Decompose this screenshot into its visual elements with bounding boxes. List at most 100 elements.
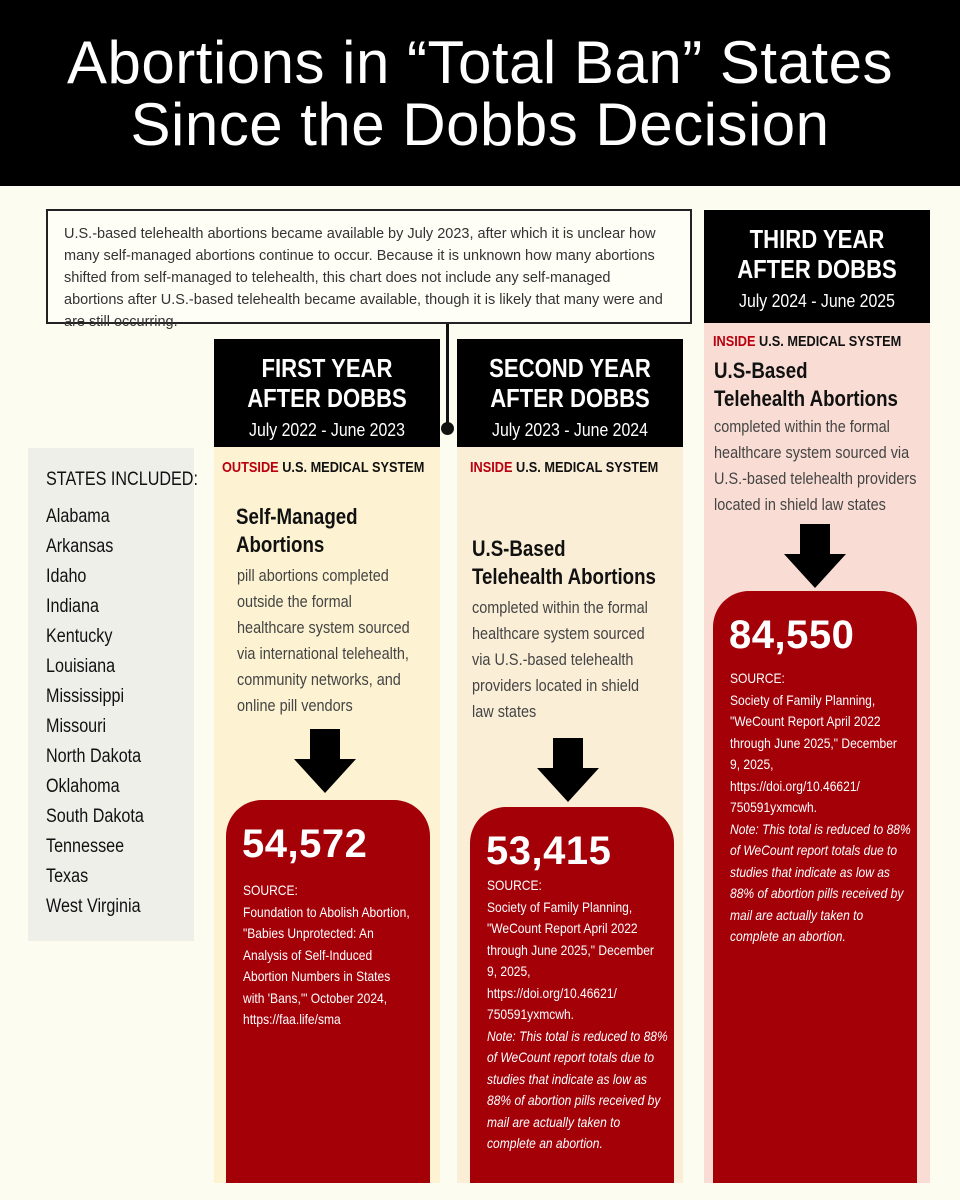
down-arrow-icon bbox=[784, 524, 846, 588]
category-title-line-2: Telehealth Abortions bbox=[714, 386, 898, 411]
note-line: 88% of abortion pills received by bbox=[730, 885, 904, 901]
source-label: SOURCE: bbox=[487, 877, 542, 893]
category-title-line-1: Self-Managed bbox=[236, 504, 358, 529]
system-highlight: INSIDE bbox=[470, 459, 513, 476]
year-title-line-2: AFTER DOBBS bbox=[490, 383, 650, 413]
year-title-line-1: FIRST YEAR bbox=[261, 353, 393, 383]
year-header: FIRST YEAR AFTER DOBBS July 2022 - June … bbox=[214, 339, 440, 447]
year-header: SECOND YEAR AFTER DOBBS July 2023 - June… bbox=[457, 339, 683, 447]
source-line: https://doi.org/10.46621/ bbox=[487, 984, 617, 1001]
system-rest: U.S. MEDICAL SYSTEM bbox=[278, 459, 425, 476]
desc-line: located in shield law states bbox=[714, 495, 886, 514]
category-title: U.S-Based Telehealth Abortions bbox=[714, 357, 898, 413]
total-box: 84,550 SOURCE: Society of Family Plannin… bbox=[713, 591, 917, 1183]
system-highlight: INSIDE bbox=[713, 333, 756, 350]
source-line: Society of Family Planning, bbox=[730, 691, 876, 708]
state-item: South Dakota bbox=[46, 806, 144, 827]
system-highlight: OUTSIDE bbox=[222, 459, 279, 476]
year-title-line-1: THIRD YEAR bbox=[749, 224, 885, 254]
state-item: North Dakota bbox=[46, 746, 142, 767]
note-line: studies that indicate as low as bbox=[730, 863, 890, 880]
connector-line bbox=[446, 324, 449, 428]
year-range: July 2024 - June 2025 bbox=[739, 291, 895, 311]
system-label: INSIDE U.S. MEDICAL SYSTEM bbox=[470, 459, 658, 477]
source-line: Society of Family Planning, bbox=[487, 898, 633, 915]
total-box: 53,415 SOURCE: Society of Family Plannin… bbox=[470, 807, 674, 1183]
system-label: INSIDE U.S. MEDICAL SYSTEM bbox=[713, 333, 901, 351]
source-line: 9, 2025, bbox=[487, 963, 531, 979]
category-title-line-2: Telehealth Abortions bbox=[472, 564, 656, 589]
source-line: "WeCount Report April 2022 bbox=[730, 713, 881, 729]
total-number: 54,572 bbox=[242, 822, 368, 866]
system-rest: U.S. MEDICAL SYSTEM bbox=[512, 459, 659, 476]
state-item: Alabama bbox=[46, 506, 110, 527]
total-number: 84,550 bbox=[729, 613, 855, 657]
note-line: complete an abortion. bbox=[487, 1135, 603, 1151]
desc-line: completed within the formal bbox=[472, 598, 648, 617]
down-arrow-icon bbox=[294, 729, 356, 793]
note-line: of WeCount report totals due to bbox=[730, 842, 898, 858]
total-number: 53,415 bbox=[486, 829, 612, 873]
desc-line: community networks, and bbox=[237, 670, 401, 689]
source-line: through June 2025," December bbox=[487, 941, 654, 958]
system-rest: U.S. MEDICAL SYSTEM bbox=[755, 333, 902, 350]
year-title-line-1: SECOND YEAR bbox=[489, 353, 651, 383]
source-line: "Babies Unprotected: An bbox=[243, 925, 374, 941]
source-line: 750591yxmcwh. bbox=[487, 1006, 575, 1022]
page-title-line-1: Abortions in “Total Ban” States bbox=[67, 29, 893, 96]
down-arrow-icon bbox=[537, 738, 599, 802]
source-line: with 'Bans,'" October 2024, bbox=[243, 989, 388, 1006]
category-title-line-1: U.S-Based bbox=[472, 536, 566, 561]
category-description: pill abortions completed outside the for… bbox=[237, 563, 410, 719]
source-line: "WeCount Report April 2022 bbox=[487, 920, 638, 936]
states-panel: STATES INCLUDED: Alabama Arkansas Idaho … bbox=[28, 448, 198, 941]
state-item: Arkansas bbox=[46, 536, 114, 557]
source-line: https://doi.org/10.46621/ bbox=[730, 777, 860, 794]
source-text: SOURCE: Society of Family Planning, "WeC… bbox=[487, 875, 668, 1155]
connector-dot bbox=[441, 422, 454, 435]
state-item: Oklahoma bbox=[46, 776, 120, 797]
source-text: SOURCE: Foundation to Abolish Abortion, … bbox=[243, 880, 410, 1031]
source-line: Analysis of Self-Induced bbox=[243, 946, 373, 963]
state-item: Louisiana bbox=[46, 656, 116, 677]
desc-line: online pill vendors bbox=[237, 696, 353, 715]
explanatory-note: U.S.-based telehealth abortions became a… bbox=[46, 209, 692, 330]
system-label: OUTSIDE U.S. MEDICAL SYSTEM bbox=[222, 459, 424, 477]
desc-line: via U.S.-based telehealth bbox=[472, 650, 634, 669]
year-title-line-2: AFTER DOBBS bbox=[247, 383, 407, 413]
source-label: SOURCE: bbox=[730, 670, 785, 686]
category-title: U.S-Based Telehealth Abortions bbox=[472, 535, 656, 591]
note-line: mail are actually taken to bbox=[487, 1113, 621, 1130]
page-title-line-2: Since the Dobbs Decision bbox=[130, 91, 830, 158]
category-description: completed within the formal healthcare s… bbox=[714, 414, 916, 518]
note-line: mail are actually taken to bbox=[730, 906, 864, 923]
desc-line: pill abortions completed bbox=[237, 566, 389, 585]
state-item: West Virginia bbox=[46, 896, 141, 917]
states-title: STATES INCLUDED: bbox=[46, 469, 198, 490]
source-line: 9, 2025, bbox=[730, 756, 774, 772]
state-item: Tennessee bbox=[46, 836, 125, 857]
year-header: THIRD YEAR AFTER DOBBS July 2024 - June … bbox=[704, 210, 930, 323]
source-line: https://faa.life/sma bbox=[243, 1011, 341, 1027]
note-line: 88% of abortion pills received by bbox=[487, 1092, 661, 1108]
desc-line: completed within the formal bbox=[714, 417, 890, 436]
state-item: Indiana bbox=[46, 596, 99, 617]
states-list: Alabama Arkansas Idaho Indiana Kentucky … bbox=[46, 502, 194, 922]
category-title-line-1: U.S-Based bbox=[714, 358, 808, 383]
source-label: SOURCE: bbox=[243, 882, 298, 898]
desc-line: via international telehealth, bbox=[237, 644, 409, 663]
desc-line: healthcare system sourced via bbox=[714, 443, 910, 462]
note-line: complete an abortion. bbox=[730, 928, 846, 944]
source-line: 750591yxmcwh. bbox=[730, 799, 818, 815]
state-item: Idaho bbox=[46, 566, 87, 587]
desc-line: U.S.-based telehealth providers bbox=[714, 469, 917, 488]
total-box: 54,572 SOURCE: Foundation to Abolish Abo… bbox=[226, 800, 430, 1183]
year-title-line-2: AFTER DOBBS bbox=[737, 254, 897, 284]
state-item: Kentucky bbox=[46, 626, 113, 647]
state-item: Missouri bbox=[46, 716, 107, 737]
state-item: Texas bbox=[46, 866, 89, 887]
note-line: studies that indicate as low as bbox=[487, 1070, 647, 1087]
source-line: Abortion Numbers in States bbox=[243, 968, 391, 984]
desc-line: healthcare system sourced bbox=[472, 624, 645, 643]
state-item: Mississippi bbox=[46, 686, 125, 707]
